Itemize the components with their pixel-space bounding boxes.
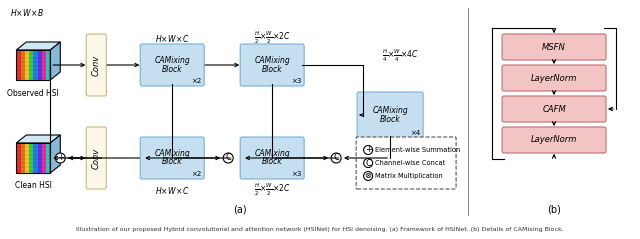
Bar	[42, 50, 46, 80]
Text: MSFN: MSFN	[542, 43, 566, 51]
Text: LayerNorm: LayerNorm	[531, 74, 577, 82]
FancyBboxPatch shape	[502, 127, 606, 153]
Text: $\frac{H}{2}\!\times\!\frac{W}{2}\!\times\!2C$: $\frac{H}{2}\!\times\!\frac{W}{2}\!\time…	[253, 30, 291, 46]
Text: ×3: ×3	[291, 78, 301, 84]
Bar	[25, 143, 29, 173]
Text: Element-wise Summation: Element-wise Summation	[375, 147, 460, 153]
Bar	[42, 143, 46, 173]
Text: ×4: ×4	[410, 130, 420, 136]
Text: Channel-wise Concat: Channel-wise Concat	[375, 160, 445, 166]
Text: Block: Block	[162, 65, 182, 74]
Text: +: +	[365, 146, 372, 154]
Bar	[33, 143, 38, 173]
Bar	[38, 143, 42, 173]
FancyBboxPatch shape	[240, 44, 304, 86]
Text: Block: Block	[380, 114, 401, 124]
Bar	[16, 143, 51, 173]
Polygon shape	[16, 42, 60, 50]
Text: CAMixing: CAMixing	[254, 148, 290, 158]
Text: C: C	[333, 153, 339, 163]
Circle shape	[55, 153, 65, 163]
Bar	[46, 50, 51, 80]
Text: $H\!\times\!W\!\times\!B$: $H\!\times\!W\!\times\!B$	[10, 6, 44, 17]
Text: Matrix Multiplication: Matrix Multiplication	[375, 173, 443, 179]
Circle shape	[364, 146, 372, 154]
Bar	[46, 143, 51, 173]
Text: ×3: ×3	[291, 171, 301, 177]
Polygon shape	[16, 135, 60, 143]
FancyBboxPatch shape	[502, 34, 606, 60]
Text: C: C	[365, 158, 371, 168]
FancyBboxPatch shape	[140, 137, 204, 179]
Text: $\frac{H}{2}\!\times\!\frac{W}{2}\!\times\!2C$: $\frac{H}{2}\!\times\!\frac{W}{2}\!\time…	[253, 182, 291, 198]
Text: Observed HSI: Observed HSI	[8, 88, 59, 98]
Circle shape	[331, 153, 341, 163]
FancyBboxPatch shape	[140, 44, 204, 86]
Text: CAMixing: CAMixing	[372, 105, 408, 114]
Bar	[16, 50, 20, 80]
Text: LayerNorm: LayerNorm	[531, 136, 577, 145]
Bar	[16, 143, 20, 173]
FancyBboxPatch shape	[240, 137, 304, 179]
FancyBboxPatch shape	[86, 127, 106, 189]
FancyBboxPatch shape	[502, 65, 606, 91]
Text: Block: Block	[262, 65, 282, 74]
Bar	[33, 50, 38, 80]
FancyBboxPatch shape	[357, 92, 423, 138]
Text: ×2: ×2	[191, 171, 202, 177]
Text: Clean HSI: Clean HSI	[15, 180, 52, 190]
Text: ×2: ×2	[191, 78, 202, 84]
Text: Conv: Conv	[92, 54, 100, 76]
FancyBboxPatch shape	[86, 34, 106, 96]
Text: $\frac{H}{4}\!\times\!\frac{W}{4}\!\times\!4C$: $\frac{H}{4}\!\times\!\frac{W}{4}\!\time…	[381, 48, 419, 64]
Bar	[16, 50, 51, 80]
Circle shape	[223, 153, 233, 163]
Text: (b): (b)	[547, 205, 561, 215]
Text: $H\!\times\!W\!\times\!C$: $H\!\times\!W\!\times\!C$	[155, 185, 189, 196]
Text: (a): (a)	[234, 205, 247, 215]
Text: CAMixing: CAMixing	[254, 55, 290, 65]
Bar	[29, 50, 33, 80]
Text: +: +	[57, 153, 64, 163]
Bar	[25, 50, 29, 80]
Circle shape	[364, 158, 372, 168]
Text: CAMixing: CAMixing	[154, 148, 190, 158]
Text: $H\!\times\!W\!\times\!C$: $H\!\times\!W\!\times\!C$	[155, 33, 189, 43]
Bar	[20, 50, 25, 80]
Bar	[38, 50, 42, 80]
Text: ⊗: ⊗	[365, 172, 372, 180]
FancyBboxPatch shape	[356, 137, 456, 189]
FancyBboxPatch shape	[502, 96, 606, 122]
Text: Block: Block	[262, 158, 282, 167]
Text: CAMixing: CAMixing	[154, 55, 190, 65]
Bar	[20, 143, 25, 173]
Text: Block: Block	[162, 158, 182, 167]
Text: CAFM: CAFM	[542, 104, 566, 114]
Bar	[29, 143, 33, 173]
Text: Illustration of our proposed Hybrid convolutional and attention network (HSINet): Illustration of our proposed Hybrid conv…	[76, 228, 564, 233]
Text: Conv: Conv	[92, 147, 100, 169]
Text: C: C	[225, 153, 231, 163]
Polygon shape	[51, 42, 60, 80]
Polygon shape	[51, 135, 60, 173]
Circle shape	[364, 172, 372, 180]
